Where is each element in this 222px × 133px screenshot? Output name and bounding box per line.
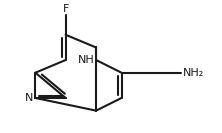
Text: F: F [62, 4, 69, 14]
Text: N: N [25, 93, 34, 103]
Text: NH₂: NH₂ [183, 68, 204, 78]
Text: NH: NH [78, 55, 94, 65]
